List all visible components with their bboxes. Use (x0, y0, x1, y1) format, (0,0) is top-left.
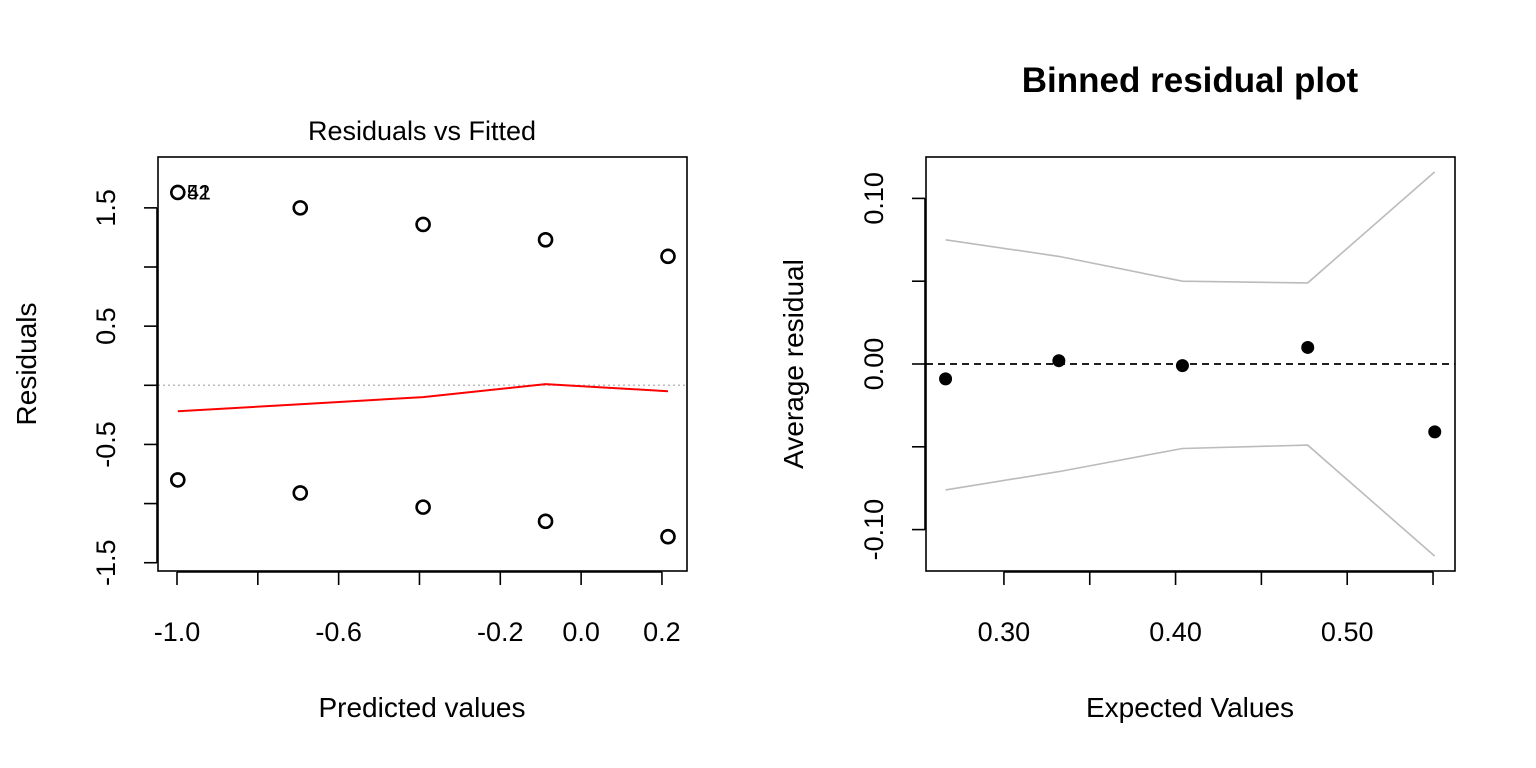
point-label: 41 (187, 181, 210, 204)
binned-x-axis-title: Expected Values (1086, 692, 1294, 723)
binned-y-axis-title: Average residual (778, 259, 809, 469)
x-tick-label: -0.2 (477, 617, 524, 647)
residual-point (537, 232, 554, 248)
residual-point (415, 499, 431, 515)
binned-point (939, 372, 953, 386)
binned-point (1052, 354, 1066, 368)
residual-points (170, 184, 676, 545)
y-tick-label: 1.5 (91, 189, 121, 227)
residual-point (415, 216, 431, 233)
smooth-line (177, 383, 669, 413)
x-tick-label: 0.40 (1149, 617, 1202, 647)
y-tick-label: -0.5 (91, 421, 121, 468)
residuals-x-axis-title: Predicted values (318, 692, 525, 723)
smooth-curve (177, 383, 669, 413)
x-tick-label: -0.6 (315, 617, 362, 647)
residual-point (660, 248, 676, 265)
residual-point (660, 528, 676, 545)
lower-bound-line (945, 444, 1436, 557)
residual-point (537, 513, 554, 530)
residual-point (170, 472, 186, 488)
x-tick-label: -1.0 (154, 617, 201, 647)
x-tick-label: 0.2 (643, 617, 681, 647)
error-bounds (945, 171, 1436, 557)
binned-point (1428, 425, 1442, 439)
residuals-y-axis-title: Residuals (11, 303, 42, 426)
binned-residual-panel: Binned residual plot 0.30 0.40 0.50 -0.10 0… (778, 61, 1456, 723)
residual-point (292, 200, 309, 216)
binned-y-axis: -0.10 0.00 0.10 (859, 172, 926, 561)
binned-x-axis: 0.30 0.40 0.50 (978, 571, 1434, 647)
residual-point (292, 485, 309, 501)
residuals-y-axis: -1.5 -0.5 0.5 1.5 (91, 189, 158, 586)
binned-point (1175, 359, 1189, 373)
y-tick-label: -1.5 (91, 539, 121, 586)
binned-point (1301, 340, 1315, 354)
x-tick-label: 0.50 (1321, 617, 1374, 647)
binned-plot-frame (925, 156, 1456, 572)
x-tick-label: 0.0 (562, 617, 600, 647)
residuals-x-axis: -1.0 -0.6 -0.2 0.0 0.2 (154, 571, 681, 647)
binned-points (939, 340, 1442, 439)
upper-bound-line (945, 171, 1436, 284)
y-tick-label: -0.10 (859, 499, 889, 561)
residuals-plot-title: Residuals vs Fitted (308, 116, 536, 146)
y-tick-label: 0.10 (859, 172, 889, 225)
residual-point (170, 184, 186, 201)
y-tick-label: 0.00 (859, 338, 889, 391)
x-tick-label: 0.30 (978, 617, 1031, 647)
binned-plot-title: Binned residual plot (1022, 61, 1359, 100)
residuals-plot-frame (157, 156, 688, 572)
y-tick-label: 0.5 (91, 307, 121, 345)
point-label: 52 (187, 181, 210, 204)
